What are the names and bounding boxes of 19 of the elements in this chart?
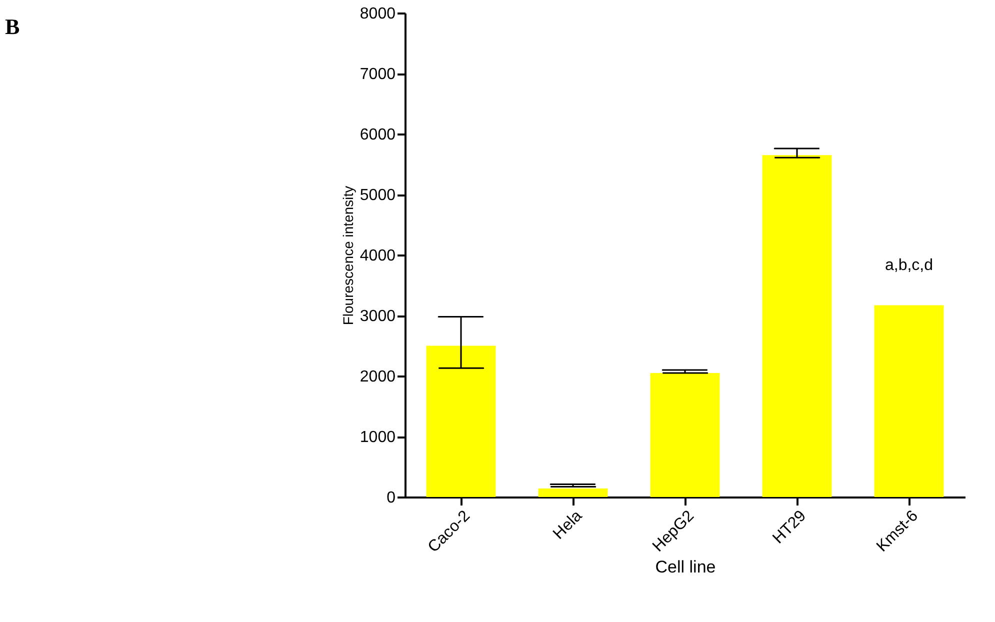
y-tick-label: 4000 xyxy=(360,248,396,264)
x-axis-title: Cell line xyxy=(655,557,716,576)
bar xyxy=(650,372,720,497)
bar xyxy=(426,346,496,497)
y-tick-label: 1000 xyxy=(360,429,396,446)
bar xyxy=(874,305,944,497)
bar xyxy=(762,155,832,497)
y-tick-label: 7000 xyxy=(360,66,396,83)
y-tick-label: 6000 xyxy=(360,126,396,144)
y-tick-label: 5000 xyxy=(360,187,396,204)
text: B xyxy=(5,14,20,39)
y-tick-label: 2000 xyxy=(360,368,396,386)
y-tick-label: 8000 xyxy=(360,6,396,22)
y-tick-label: 3000 xyxy=(360,308,396,325)
x-tick-label: Hela xyxy=(550,507,586,543)
y-axis-title: Flourescence intensity xyxy=(340,186,356,326)
bar xyxy=(538,488,608,497)
annotation: a,b,c,d xyxy=(884,257,934,274)
y-tick-label: 0 xyxy=(386,490,396,506)
